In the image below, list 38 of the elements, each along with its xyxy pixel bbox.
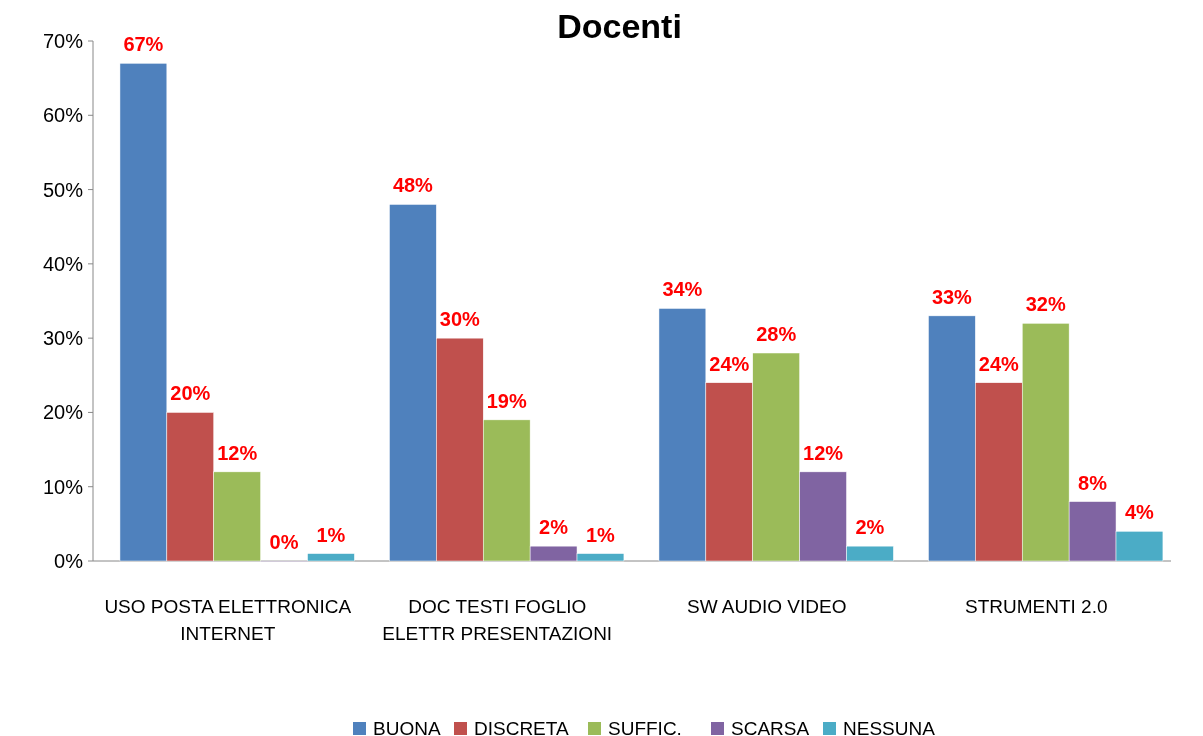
y-tick-label: 20% [42,401,84,424]
y-tick-label: 30% [42,327,84,350]
data-label: 4% [1125,501,1155,524]
x-tick-label: DOC TESTI FOGLIO ELETTR PRESENTAZIONI [382,596,613,644]
data-label: 48% [392,174,434,197]
x-tick-label: USO POSTA ELETTRONICA INTERNET [104,596,352,644]
data-label: 1% [316,523,346,546]
data-label: 12% [803,441,844,464]
x-tick-label: STRUMENTI 2.0 [964,596,1108,617]
y-tick-label: 70% [42,30,84,52]
legend-label: SUFFIC. [608,718,682,736]
legend-label: BUONA [373,718,441,736]
data-label: 20% [170,382,211,405]
y-tick-label: 50% [42,178,84,201]
data-label: 28% [756,323,797,345]
data-label: 2% [855,516,885,539]
y-tick-label: 40% [42,252,84,275]
legend-label: SCARSA [731,718,810,736]
data-label: 0% [269,531,299,553]
data-label: 24% [709,352,750,375]
data-label: 30% [439,308,481,331]
legend-label: NESSUNA [843,718,936,736]
data-label: 24% [978,352,1020,375]
data-label: 67% [123,33,164,56]
x-tick-label: SW AUDIO VIDEO [687,596,847,617]
data-label: 1% [586,523,616,546]
data-label: 32% [1025,293,1066,316]
data-label: 12% [217,441,258,464]
data-label: 2% [539,516,569,539]
legend-label: DISCRETA [474,718,569,736]
y-tick-label: 0% [54,550,84,572]
y-tick-label: 60% [42,104,84,127]
data-label: 19% [486,389,527,412]
data-label: 8% [1078,471,1108,494]
data-label: 34% [662,278,703,301]
chart-title: Docenti [557,7,682,45]
data-label: 33% [931,285,973,308]
y-tick-label: 10% [42,475,84,498]
